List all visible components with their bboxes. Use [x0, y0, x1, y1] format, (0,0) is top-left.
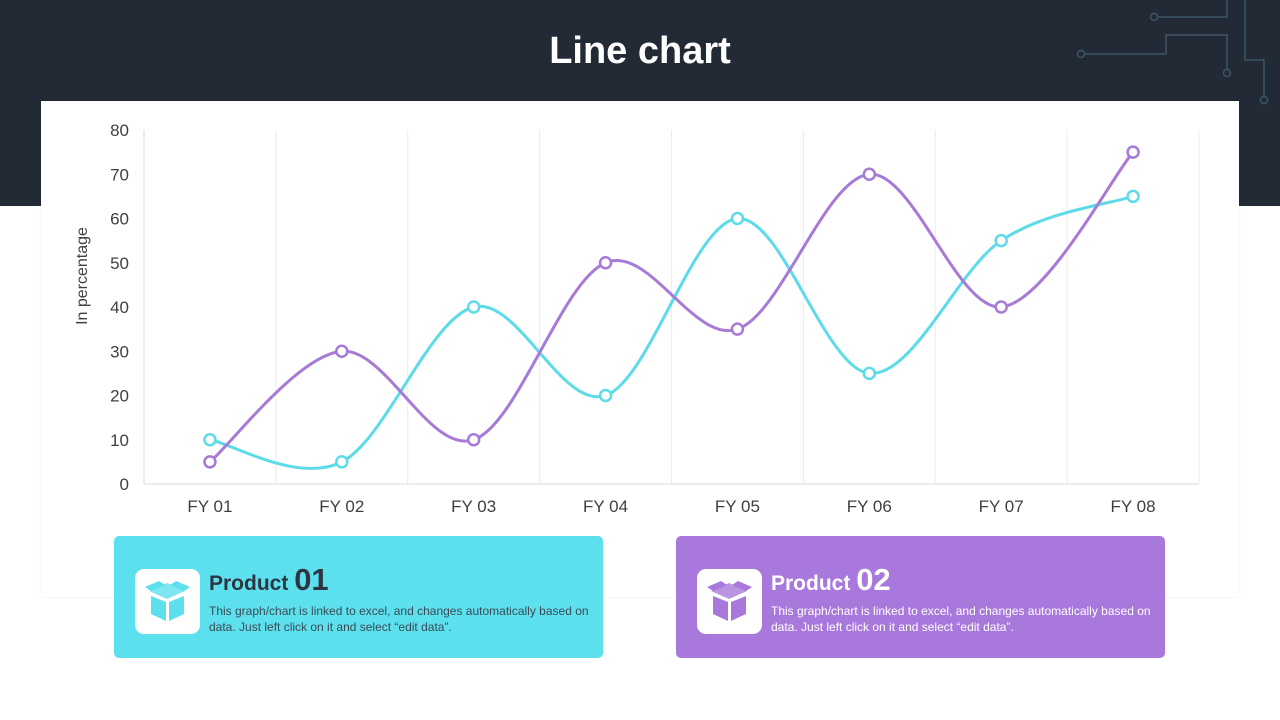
y-tick-label: 30 — [110, 342, 129, 361]
x-tick-label: FY 06 — [847, 497, 892, 516]
product-title: Product 02 — [771, 562, 891, 597]
data-point — [335, 344, 349, 358]
product-01-card: Product 01 This graph/chart is linked to… — [114, 536, 603, 658]
data-point — [994, 233, 1008, 248]
x-tick-label: FY 04 — [583, 497, 628, 516]
data-point — [730, 211, 745, 226]
box-icon — [135, 569, 200, 634]
y-tick-label: 60 — [110, 210, 129, 229]
data-point — [466, 433, 481, 447]
series-line-2 — [208, 151, 1135, 464]
y-tick-label: 70 — [110, 165, 129, 184]
x-tick-label: FY 08 — [1111, 497, 1156, 516]
x-tick-label: FY 07 — [979, 497, 1024, 516]
data-point — [466, 300, 481, 314]
x-tick-label: FY 03 — [451, 497, 496, 516]
data-point — [203, 455, 217, 469]
data-point — [994, 300, 1008, 314]
data-point — [862, 366, 877, 381]
y-tick-label: 20 — [110, 387, 129, 406]
line-chart: 0 10 20 30 40 50 60 70 80 FY 01 FY 02 FY 03 FY 04 FY … — [74, 121, 1200, 516]
box-icon — [697, 569, 762, 634]
data-point — [598, 256, 613, 270]
y-tick-label: 0 — [120, 475, 129, 494]
y-tick-label: 80 — [110, 121, 129, 140]
data-point — [598, 388, 613, 403]
product-02-card: Product 02 This graph/chart is linked to… — [676, 536, 1165, 658]
data-point — [335, 455, 349, 469]
data-point — [862, 167, 877, 181]
chart-panel — [41, 101, 1239, 597]
product-title: Product 01 — [209, 562, 329, 597]
product-description: This graph/chart is linked to excel, and… — [771, 604, 1151, 634]
page-title: Line chart — [549, 30, 731, 72]
data-point — [730, 322, 745, 336]
data-point — [1126, 189, 1140, 204]
product-description: This graph/chart is linked to excel, and… — [209, 604, 589, 634]
circuit-decoration — [1076, 0, 1269, 105]
y-tick-label: 10 — [110, 431, 129, 450]
data-point — [1126, 145, 1140, 159]
x-tick-label: FY 02 — [319, 497, 364, 516]
x-tick-label: FY 01 — [187, 497, 232, 516]
y-tick-label: 50 — [110, 254, 129, 273]
y-axis-label: In percentage — [74, 227, 91, 325]
data-point — [203, 433, 217, 447]
y-tick-label: 40 — [110, 298, 129, 317]
x-tick-label: FY 05 — [715, 497, 760, 516]
